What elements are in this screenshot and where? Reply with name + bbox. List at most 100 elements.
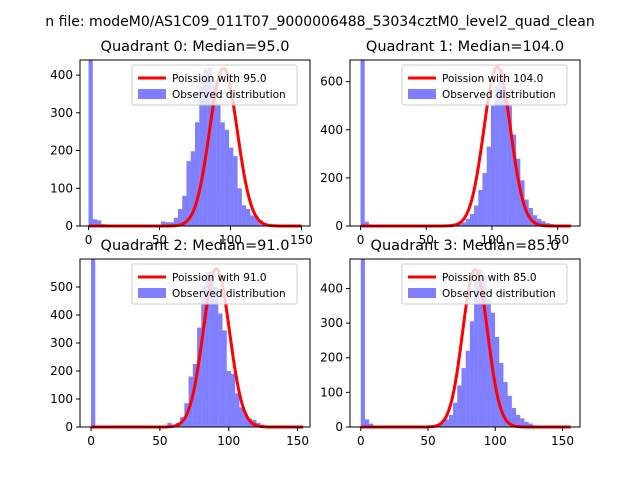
histogram-bar: [507, 105, 512, 226]
histogram-bar: [486, 146, 491, 226]
y-tick-label: 400: [320, 123, 343, 137]
y-tick-label: 400: [50, 308, 73, 322]
x-tick-label: 150: [546, 233, 569, 247]
histogram-bar: [229, 147, 234, 226]
histogram-bar: [516, 414, 521, 427]
histogram-bar: [360, 259, 365, 427]
y-tick-label: 0: [335, 420, 343, 434]
histogram-bar: [222, 330, 227, 427]
legend-patch-swatch: [408, 89, 436, 99]
axes: 0 50 100 150 0 100 200 300 400: [50, 59, 313, 247]
histogram-bar: [482, 276, 487, 427]
histogram-bar: [448, 414, 454, 427]
histogram-bar: [167, 422, 172, 427]
subplot-quadrant-3: Quadrant 3: Median=85.0 0 50 100 150 0 100 200…: [320, 238, 581, 448]
y-tick-label: 300: [50, 106, 73, 120]
x-tick-label: 150: [286, 434, 309, 448]
histogram-bar: [457, 385, 462, 427]
histogram-bar: [195, 122, 200, 226]
histogram-bar: [165, 222, 170, 226]
histogram-bar: [212, 84, 217, 227]
histogram-bar: [469, 321, 475, 427]
histogram-bar: [192, 364, 198, 427]
legend-entry-poisson: Poission with 85.0: [442, 272, 537, 284]
histogram-bar: [482, 173, 487, 226]
histogram-bar: [243, 414, 248, 427]
histogram-bar: [246, 209, 251, 226]
histogram-bar: [88, 60, 93, 226]
legend-entry-poisson: Poission with 95.0: [172, 73, 267, 85]
histogram-bar: [224, 129, 230, 226]
histogram-bar: [199, 86, 204, 226]
histogram-bar: [250, 215, 255, 226]
histogram-bar: [516, 158, 521, 226]
legend-patch-swatch: [138, 288, 166, 298]
legend-box: [401, 64, 568, 106]
histogram-bar: [499, 68, 504, 226]
histogram-bar: [177, 209, 183, 226]
x-tick-label: 0: [357, 233, 365, 247]
histogram-bar: [239, 407, 244, 427]
histogram-bar: [478, 269, 483, 427]
histogram-bar: [160, 221, 166, 226]
histogram-bar: [91, 259, 96, 427]
x-tick-label: 0: [357, 434, 365, 448]
histogram-bars: [360, 60, 571, 226]
axes: 0 50 100 150 0 100 200 300 400: [320, 258, 581, 448]
histogram-bar: [231, 373, 236, 427]
y-tick-label: 200: [320, 171, 343, 185]
histogram-bar: [186, 161, 191, 226]
y-tick-label: 300: [50, 336, 73, 350]
histogram-bar: [541, 221, 546, 226]
legend-entry-observed: Observed distribution: [442, 288, 556, 300]
histogram-bar: [524, 421, 529, 427]
y-tick-label: 0: [335, 219, 343, 233]
x-tick-label: 100: [480, 233, 503, 247]
x-tick-label: 0: [85, 233, 93, 247]
legend-box: [401, 263, 568, 305]
histogram-bar: [233, 156, 238, 226]
histogram-bar: [465, 218, 470, 226]
y-tick-label: 200: [320, 351, 343, 365]
x-tick-label: 0: [87, 434, 95, 448]
histogram-bar: [495, 336, 500, 427]
histogram-bar: [237, 188, 242, 226]
histogram-bar: [218, 313, 223, 427]
legend-box: [131, 263, 298, 305]
histogram-bar: [469, 213, 475, 226]
subplot-title: Quadrant 3: Median=85.0: [371, 238, 560, 254]
histogram-bar: [474, 281, 479, 427]
x-tick-label: 100: [217, 434, 240, 448]
subplot-quadrant-1: Quadrant 1: Median=104.0 0 50 100 150 0 200 40…: [320, 39, 581, 247]
histogram-bar: [520, 418, 525, 427]
histogram-bar: [226, 371, 231, 427]
histogram-bar: [507, 395, 512, 427]
histogram-bar: [486, 298, 491, 427]
histogram-bar: [369, 423, 374, 427]
x-tick-label: 50: [420, 434, 435, 448]
histogram-bar: [364, 221, 369, 226]
histogram-bar: [503, 94, 508, 226]
y-tick-label: 0: [65, 420, 73, 434]
legend-patch-swatch: [408, 288, 436, 298]
y-tick-label: 400: [320, 281, 343, 295]
legend-entry-observed: Observed distribution: [442, 89, 556, 101]
y-tick-label: 0: [65, 219, 73, 233]
figure-suptitle: n file: modeM0/AS1C09_011T07_9000006488_…: [45, 14, 594, 30]
histogram-bar: [173, 217, 178, 226]
histogram-bar: [453, 402, 458, 427]
axes: 0 50 100 150 0 200 400 600: [320, 59, 581, 247]
histogram-bar: [241, 205, 247, 226]
histogram-bar: [235, 393, 240, 427]
y-tick-label: 100: [50, 392, 73, 406]
y-tick-label: 100: [50, 181, 73, 195]
histogram-bar: [490, 105, 496, 226]
legend: Poission with 91.0 Observed distribution: [131, 263, 298, 305]
y-tick-label: 300: [320, 316, 343, 330]
legend-entry-observed: Observed distribution: [172, 288, 286, 300]
y-tick-label: 200: [50, 364, 73, 378]
x-tick-label: 100: [484, 434, 507, 448]
histogram-bar: [478, 189, 483, 226]
histogram-bar: [205, 271, 210, 427]
